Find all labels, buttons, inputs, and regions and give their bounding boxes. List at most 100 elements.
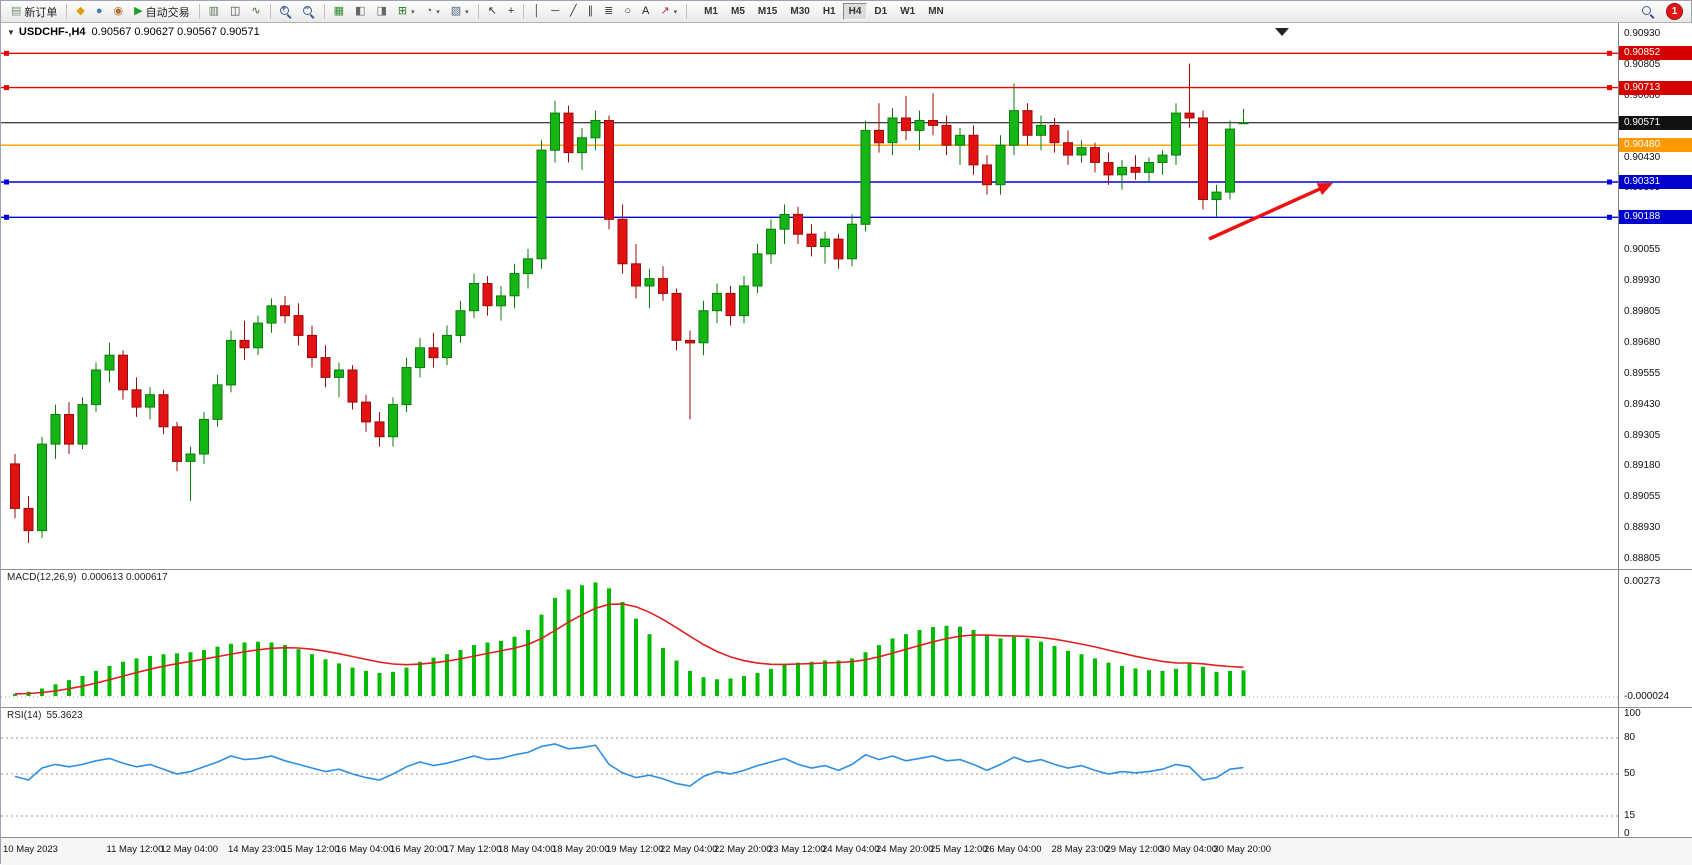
search-button[interactable]	[1637, 3, 1659, 21]
line-handle[interactable]	[4, 214, 9, 220]
alerts-button[interactable]: ◉	[109, 3, 129, 21]
shapes-icon: ○	[624, 5, 632, 17]
new-order-icon: ▤	[11, 5, 22, 17]
alerts-icon: ◉	[113, 5, 124, 17]
time-axis-label: 24 May 20:00	[876, 844, 934, 855]
tile-windows-button[interactable]: ▦	[329, 3, 349, 21]
macd-chart[interactable]	[1, 570, 1618, 707]
toolbar-separator	[523, 4, 525, 19]
fibonacci-button[interactable]: ≣	[599, 3, 618, 21]
bar-chart-icon: ▥	[208, 5, 220, 17]
price-badge: 0.90571	[1619, 115, 1692, 130]
trendline-button[interactable]: ╱	[565, 3, 582, 21]
periods-button[interactable]: ◔ ▾	[421, 3, 445, 21]
autotrading-button[interactable]: ▶ 自动交易	[129, 3, 194, 21]
line-handle[interactable]	[1607, 214, 1612, 220]
cursor-button[interactable]: ↖	[483, 3, 502, 21]
rsi-panel[interactable]: RSI(14) 55.3623 100 80 50 15 0	[1, 707, 1692, 839]
time-axis-label: 18 May 20:00	[552, 844, 610, 855]
macd-panel[interactable]: MACD(12,26,9) 0.000613 0.000617 0.00273 -0…	[1, 569, 1692, 707]
timeframe-button-m15[interactable]: M15	[757, 6, 778, 17]
notification-badge[interactable]: 1	[1666, 3, 1683, 20]
trend-arrow[interactable]	[1208, 184, 1327, 241]
rsi-axis: 100 80 50 15 0	[1618, 708, 1692, 839]
time-axis-label: 30 May 04:00	[1159, 844, 1218, 855]
text-button[interactable]: A	[637, 3, 654, 21]
price-badge: 0.90852	[1619, 46, 1692, 61]
chart-ohlc-values: 0.90567 0.90627 0.90567 0.90571	[91, 26, 260, 38]
timeframe-button-h1[interactable]: H1	[822, 6, 836, 17]
price-axis-label: 0.88805	[1624, 553, 1661, 564]
arrange-icon: ◧	[355, 5, 366, 17]
price-axis-label: 0.89930	[1624, 275, 1661, 287]
shapes-button[interactable]: ○	[619, 3, 636, 21]
rsi-axis-label: 50	[1624, 768, 1636, 779]
timeframe-button-m1[interactable]: M1	[704, 6, 718, 17]
line-chart-icon: ∿	[251, 5, 261, 17]
cascade-windows-button[interactable]: ◨	[371, 3, 391, 21]
timeframe-button-mn[interactable]: MN	[928, 6, 944, 17]
profiles-button[interactable]: ●	[91, 3, 108, 21]
price-badge: 0.90713	[1619, 80, 1692, 95]
price-axis-label: 0.90930	[1624, 28, 1661, 39]
indicators-button[interactable]: ⊞ ▾	[393, 3, 420, 21]
macd-axis: 0.00273 -0.000024	[1618, 570, 1692, 707]
text-icon: A	[642, 5, 650, 17]
cascade-icon: ◨	[376, 5, 387, 17]
arrows-button[interactable]: ↗ ▾	[655, 3, 682, 21]
line-handle[interactable]	[4, 85, 9, 91]
price-axis-label: 0.89680	[1624, 336, 1661, 348]
rsi-axis-label: 15	[1624, 810, 1636, 821]
expert-advisors-button[interactable]: ◆	[71, 3, 89, 21]
chart-candles-button[interactable]: ◫	[225, 3, 245, 21]
cursor-icon: ↖	[487, 5, 497, 17]
new-order-button[interactable]: ▤ 新订单	[6, 3, 62, 21]
dropdown-arrow-icon: ▾	[673, 8, 678, 16]
line-handle[interactable]	[1607, 50, 1612, 56]
time-axis-label: 30 May 20:00	[1213, 844, 1272, 855]
timeframe-button-m5[interactable]: M5	[731, 6, 745, 17]
time-axis-label: 16 May 04:00	[336, 844, 394, 855]
rsi-chart[interactable]	[1, 708, 1618, 837]
zoom-in-button[interactable]: +	[275, 3, 297, 21]
candlestick-chart[interactable]	[1, 23, 1618, 569]
line-handle[interactable]	[1607, 85, 1612, 91]
timeframe-button-h4[interactable]: H4	[842, 3, 868, 20]
chart-bars-button[interactable]: ▥	[204, 3, 224, 21]
price-chart-panel[interactable]: ▼ USDCHF-,H4 0.90567 0.90627 0.90567 0.905…	[1, 23, 1692, 569]
line-handle[interactable]	[4, 179, 9, 185]
new-order-button-label: 新订单	[24, 6, 58, 19]
channel-button[interactable]: ∥	[583, 3, 599, 21]
time-axis[interactable]: 10 May 2023 11 May 12:00 12 May 04:00 14 Ma…	[1, 837, 1692, 865]
time-axis-label: 12 May 04:00	[160, 844, 219, 855]
chart-line-button[interactable]: ∿	[246, 3, 265, 21]
price-axis[interactable]: 0.909300.908050.906800.905550.904300.903…	[1618, 23, 1692, 569]
templates-button[interactable]: ▧ ▾	[446, 3, 474, 21]
vertical-line-button[interactable]: │	[528, 3, 545, 21]
timeframe-button-w1[interactable]: W1	[900, 6, 916, 17]
macd-axis-label: 0.00273	[1624, 576, 1661, 587]
arrange-windows-button[interactable]: ◧	[350, 3, 370, 21]
toolbar-left-group: ▤ 新订单 ◆ ● ◉ ▶ 自动交易 ▥ ◫ ∿ + − ▦ ◧ ◨ ⊞ ▾ ◔ ▾ ▧ ▾ ↖ + │ ─ ╱ ∥ ≣ ○ A ↗ ▾	[6, 3, 690, 21]
templates-icon: ▧	[450, 5, 462, 17]
dropdown-arrow-icon: ▾	[436, 8, 440, 16]
time-axis-label: 19 May 12:00	[606, 844, 664, 855]
price-badge: 0.90480	[1619, 138, 1692, 153]
zoom-out-button[interactable]: −	[298, 3, 320, 21]
horizontal-line-button[interactable]: ─	[546, 3, 564, 21]
price-axis-label: 0.90055	[1624, 244, 1661, 256]
crosshair-button[interactable]: +	[503, 3, 519, 21]
timeframe-toolbar: M1 M5 M15 M30 H1 H4 D1 W1 MN	[698, 3, 950, 20]
chart-menu-icon[interactable]: ▼	[7, 28, 15, 37]
rsi-value: 55.3623	[46, 710, 83, 721]
chart-symbol-period: USDCHF-,H4	[18, 26, 86, 38]
time-axis-label: 24 May 04:00	[822, 844, 880, 855]
line-handle[interactable]	[1607, 179, 1612, 185]
channel-icon: ∥	[587, 5, 594, 17]
line-handle[interactable]	[4, 50, 9, 56]
timeframe-button-d1[interactable]: D1	[874, 6, 888, 17]
timeframe-button-m30[interactable]: M30	[790, 6, 810, 17]
price-axis-label: 0.89055	[1624, 491, 1661, 503]
time-axis-label: 11 May 12:00	[106, 844, 164, 855]
